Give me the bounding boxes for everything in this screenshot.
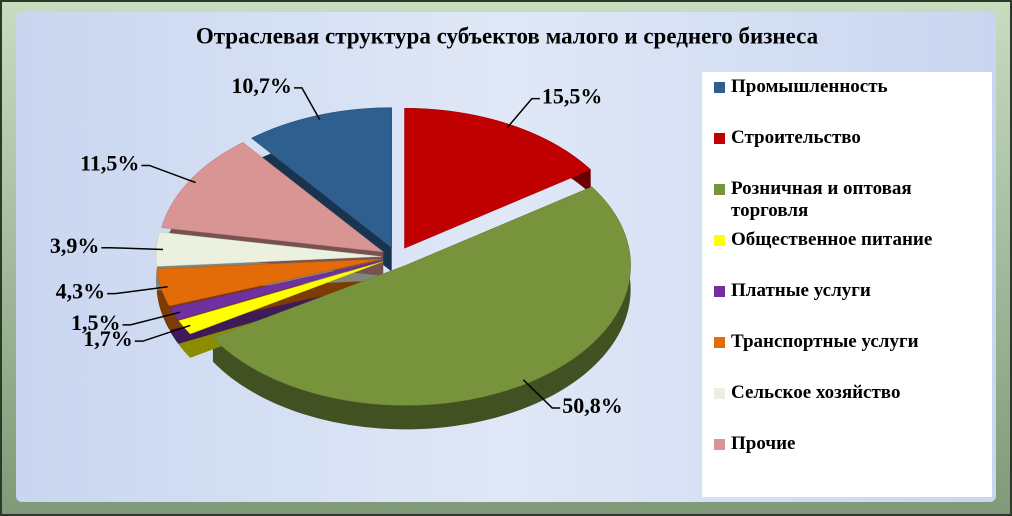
legend-item: Прочие	[714, 433, 982, 484]
chart-title: Отраслевая структура субъектов малого и …	[196, 23, 819, 48]
legend-swatch	[714, 388, 725, 399]
data-label: 10,7%	[231, 73, 292, 98]
legend-item: Сельское хозяйство	[714, 382, 982, 433]
legend-swatch	[714, 439, 725, 450]
legend-item: Транспортные услуги	[714, 331, 982, 382]
leader-line	[141, 164, 196, 184]
leader-line	[107, 286, 168, 295]
legend-item: Платные услуги	[714, 280, 982, 331]
leader-line	[506, 97, 540, 129]
data-label: 11,5%	[80, 151, 139, 176]
data-label: 1,7%	[83, 326, 133, 351]
leader-line	[101, 246, 164, 251]
legend-label: Прочие	[731, 433, 796, 454]
data-label: 1,5%	[71, 310, 121, 335]
legend-swatch	[714, 133, 725, 144]
legend-label: Общественное питание	[731, 229, 933, 250]
legend-swatch	[714, 184, 725, 195]
legend-label: Строительство	[731, 127, 861, 148]
data-label: 15,5%	[542, 84, 603, 109]
slice-side	[251, 107, 392, 272]
slice-tops	[155, 107, 631, 406]
data-label: 3,9%	[50, 233, 100, 258]
data-label: 50,8%	[562, 393, 623, 418]
legend-item: Общественное питание	[714, 229, 982, 280]
legend-item: Строительство	[714, 127, 982, 178]
leader-line	[293, 87, 321, 120]
data-label: 4,3%	[56, 279, 106, 304]
legend-swatch	[714, 82, 725, 93]
legend-swatch	[714, 286, 725, 297]
leader-line	[122, 311, 181, 326]
legend-item: Розничная и оптовая торговля	[714, 178, 982, 229]
leader-line	[522, 379, 561, 409]
legend-label: Промышленность	[731, 76, 888, 97]
leader-line	[134, 324, 191, 342]
legend-swatch	[714, 235, 725, 246]
legend-label: Транспортные услуги	[731, 331, 919, 352]
legend-swatch	[714, 337, 725, 348]
legend-item: Промышленность	[714, 76, 982, 127]
legend: Промышленность Строительство Розничная и о…	[702, 72, 992, 497]
legend-label: Платные услуги	[731, 280, 871, 301]
legend-label: Сельское хозяйство	[731, 382, 901, 403]
legend-label: Розничная и оптовая торговля	[731, 178, 912, 221]
